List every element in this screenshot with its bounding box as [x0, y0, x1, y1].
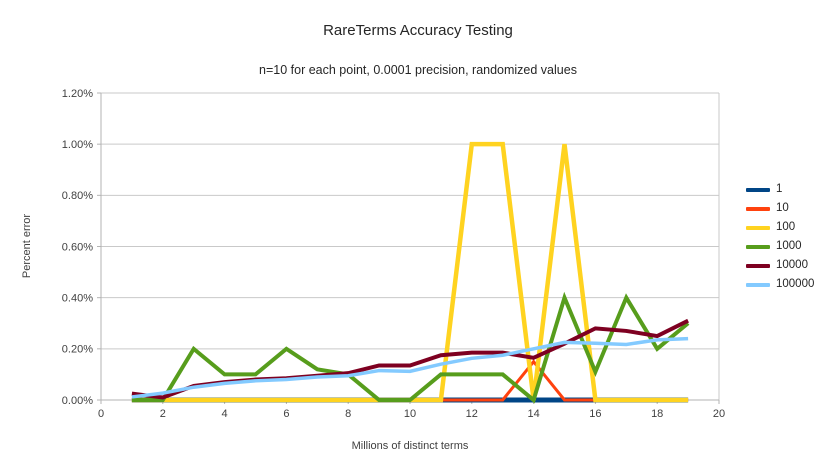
x-tick-label: 2 [160, 408, 166, 420]
chart-subtitle: n=10 for each point, 0.0001 precision, r… [259, 63, 577, 77]
legend-label-1000: 1000 [776, 239, 802, 252]
legend-line-swatch-100 [746, 225, 770, 230]
y-tick-label: 0.60% [62, 241, 93, 253]
series-line-1000 [131, 291, 690, 404]
legend-line-swatch-1000 [746, 244, 770, 249]
legend-line-swatch-10 [746, 206, 770, 211]
x-tick-label: 10 [404, 408, 416, 420]
legend-label-1: 1 [776, 182, 783, 195]
x-tick-label: 4 [222, 408, 228, 420]
legend-line-swatch-1 [746, 187, 770, 192]
legend-item-1000: 1000 [746, 237, 814, 256]
y-tick-label: 1.20% [62, 88, 93, 100]
legend-item-1: 1 [746, 180, 814, 199]
chart-title: RareTerms Accuracy Testing [323, 22, 513, 39]
legend-label-10000: 10000 [776, 258, 808, 271]
legend-item-10000: 10000 [746, 256, 814, 275]
x-tick-label: 20 [713, 408, 725, 420]
y-tick-label: 0.20% [62, 344, 93, 356]
x-tick-label: 16 [589, 408, 601, 420]
y-tick-label: 0.40% [62, 292, 93, 304]
y-tick-label: 0.80% [62, 190, 93, 202]
x-tick-label: 12 [466, 408, 478, 420]
y-axis-title: Percent error [21, 213, 33, 279]
x-tick-label: 6 [283, 408, 289, 420]
x-tick-label: 18 [651, 408, 663, 420]
x-tick-label: 0 [98, 408, 104, 420]
legend-label-10: 10 [776, 201, 789, 214]
legend-item-100: 100 [746, 218, 814, 237]
x-tick-label: 14 [527, 408, 539, 420]
series-line-100000 [131, 336, 689, 399]
series-line-100 [131, 141, 689, 403]
legend-item-100000: 100000 [746, 275, 814, 294]
x-axis-title: Millions of distinct terms [351, 440, 469, 452]
legend-line-swatch-100000 [746, 282, 770, 287]
legend-item-10: 10 [746, 199, 814, 218]
legend-line-swatch-10000 [746, 263, 770, 268]
legend: 1 10 100 1000 10000 100000 [746, 180, 814, 294]
legend-label-100000: 100000 [776, 277, 815, 290]
y-tick-label: 0.00% [62, 395, 93, 407]
y-tick-label: 1.00% [62, 139, 93, 151]
legend-label-100: 100 [776, 220, 796, 233]
x-tick-label: 8 [345, 408, 351, 420]
